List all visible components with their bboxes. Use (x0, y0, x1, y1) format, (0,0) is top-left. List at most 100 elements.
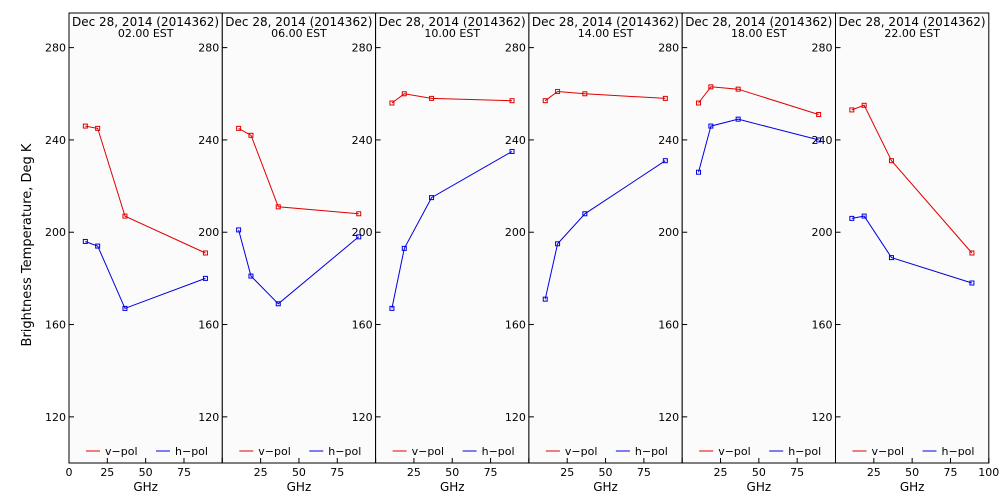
panel-1-xtick-label: 25 (100, 466, 114, 479)
panel-5-ytick-label: 120 (658, 411, 679, 424)
panel-2-series-v-pol-point (356, 211, 362, 217)
panel-3-series-v-pol-point (389, 100, 395, 106)
panel-3-ytick-label: 200 (352, 226, 373, 239)
panel-6-series-v-pol-point (888, 158, 894, 164)
panel-4-background (528, 13, 683, 463)
panel-5-series-v-pol-point (816, 112, 822, 118)
panel-4-ytick-label: 160 (505, 319, 526, 332)
panel-1-series-v-pol-point (122, 213, 128, 219)
panel-5-legend-v-pol-label: v−pol (718, 445, 751, 458)
panel-2-series-v-pol-point (248, 132, 254, 138)
panel-6-xtick-label: 75 (943, 466, 957, 479)
panel-6-time: 22.00 EST (884, 27, 940, 40)
panel-4-series-h-pol-point (555, 241, 561, 247)
panel-6-series-h-pol-point (969, 280, 975, 286)
panel-2-series-v-pol-line (238, 127, 359, 215)
panel-5-series-h-pol-point (816, 137, 822, 143)
panel-6-legend-h-pol-label: h−pol (942, 445, 975, 458)
panel-5-series-v-pol-point (708, 84, 714, 90)
panel-5-xtick-label: 25 (714, 466, 728, 479)
panel-2-legend-h-pol-label: h−pol (328, 445, 361, 458)
panel-3-series-h-pol-point (509, 148, 515, 154)
panel-3-series-v-pol-point (401, 91, 407, 97)
panel-1-series-h-pol-point (95, 243, 101, 249)
panel-1-ytick-label: 160 (45, 319, 66, 332)
panel-2-series-v-pol-point (275, 204, 281, 210)
panel-1-legend-v-pol-label: v−pol (105, 445, 138, 458)
panel-2-ytick-label: 120 (198, 411, 219, 424)
panel-6-series-h-pol-point (888, 255, 894, 261)
panel-6-ytick-label: 160 (812, 319, 833, 332)
panel-4-ytick-label: 240 (505, 134, 526, 147)
panel-6-series-v-pol-point (849, 107, 855, 113)
panel-3-xtick-label: 25 (407, 466, 421, 479)
panel-5-date: Dec 28, 2014 (2014362) (685, 15, 832, 29)
panel-1-series-v-pol-point (95, 125, 101, 131)
panel-2-ytick-label: 160 (198, 319, 219, 332)
panel-1-series-h-pol-point (202, 275, 208, 281)
panel-4-xtick-label: 75 (637, 466, 651, 479)
panel-2-xtick-label: 25 (254, 466, 268, 479)
panel-4-legend-v-pol-label: v−pol (565, 445, 598, 458)
panel-3-series-v-pol-line (391, 93, 513, 104)
panel-6-legend-v-pol-label: v−pol (872, 445, 905, 458)
panel-5-series-h-pol-point (696, 169, 702, 175)
panel-3-ytick-label: 120 (352, 411, 373, 424)
panel-4-ytick-label: 120 (505, 411, 526, 424)
panel-2-xtick-label: 50 (292, 466, 306, 479)
panel-4-legend-h-pol-label: h−pol (635, 445, 668, 458)
panel-1-series-h-pol-point (122, 305, 128, 311)
panel-2-x-axis-label: GHz (287, 480, 312, 494)
panel-5-legend-h-pol-label: h−pol (788, 445, 821, 458)
panel-5-ytick-label: 160 (658, 319, 679, 332)
panel-1-ytick-label: 240 (45, 134, 66, 147)
panel-3-ytick-label: 280 (352, 42, 373, 55)
panel-1-xtick-label: 75 (177, 466, 191, 479)
panel-3-date: Dec 28, 2014 (2014362) (379, 15, 526, 29)
panel-3-series-h-pol-point (401, 245, 407, 251)
panel-4-xtick-label: 25 (560, 466, 574, 479)
panel-6-series-h-pol-point (861, 213, 867, 219)
panel-1-ytick-label: 120 (45, 411, 66, 424)
panel-5-series-v-pol-line (698, 86, 819, 115)
panel-5-series-h-pol-point (708, 123, 714, 129)
panel-3-series-h-pol-line (391, 151, 513, 309)
panel-5-series-v-pol-point (735, 86, 741, 92)
panel-4-series-v-pol-point (555, 88, 561, 94)
panel-2-series-h-pol-point (248, 273, 254, 279)
panel-6-xtick-label: 25 (867, 466, 881, 479)
panel-3-xtick-label: 50 (445, 466, 459, 479)
panel-5-xtick-label: 50 (752, 466, 766, 479)
panel-3-series-v-pol-point (509, 98, 515, 104)
panel-5-ytick-label: 280 (658, 42, 679, 55)
panel-6-xtick-label: 50 (905, 466, 919, 479)
panel-4-ytick-label: 200 (505, 226, 526, 239)
panel-4-series-h-pol-line (544, 160, 666, 300)
panel-2-background (222, 13, 376, 463)
panel-1-ytick-label: 280 (45, 42, 66, 55)
panel-4-series-h-pol-point (582, 211, 588, 217)
panel-4-date: Dec 28, 2014 (2014362) (532, 15, 679, 29)
panel-1-series-h-pol-line (85, 241, 206, 310)
panel-6-series-v-pol-point (969, 250, 975, 256)
panel-5-time: 18.00 EST (731, 27, 787, 40)
panel-4-time: 14.00 EST (578, 27, 634, 40)
panel-2-time: 06.00 EST (271, 27, 327, 40)
panel-2-xtick-label: 75 (330, 466, 344, 479)
panel-5-background (682, 13, 836, 463)
panel-3-x-axis-label: GHz (440, 480, 465, 494)
panel-5-series-h-pol-line (698, 118, 819, 173)
panel-2-series-h-pol-point (236, 227, 242, 233)
panel-1-date: Dec 28, 2014 (2014362) (72, 15, 219, 29)
panel-1-series-h-pol-point (82, 238, 88, 244)
panel-1-series-v-pol-point (82, 123, 88, 129)
panel-6-series-h-pol-line (851, 215, 973, 284)
panel-1-legend-h-pol-label: h−pol (175, 445, 208, 458)
panel-2-date: Dec 28, 2014 (2014362) (225, 15, 372, 29)
panel-3-series-h-pol-point (429, 195, 435, 201)
panel-2-ytick-label: 200 (198, 226, 219, 239)
panel-6-date: Dec 28, 2014 (2014362) (839, 15, 986, 29)
panel-1-ytick-label: 200 (45, 226, 66, 239)
panel-3-legend-v-pol-label: v−pol (412, 445, 445, 458)
